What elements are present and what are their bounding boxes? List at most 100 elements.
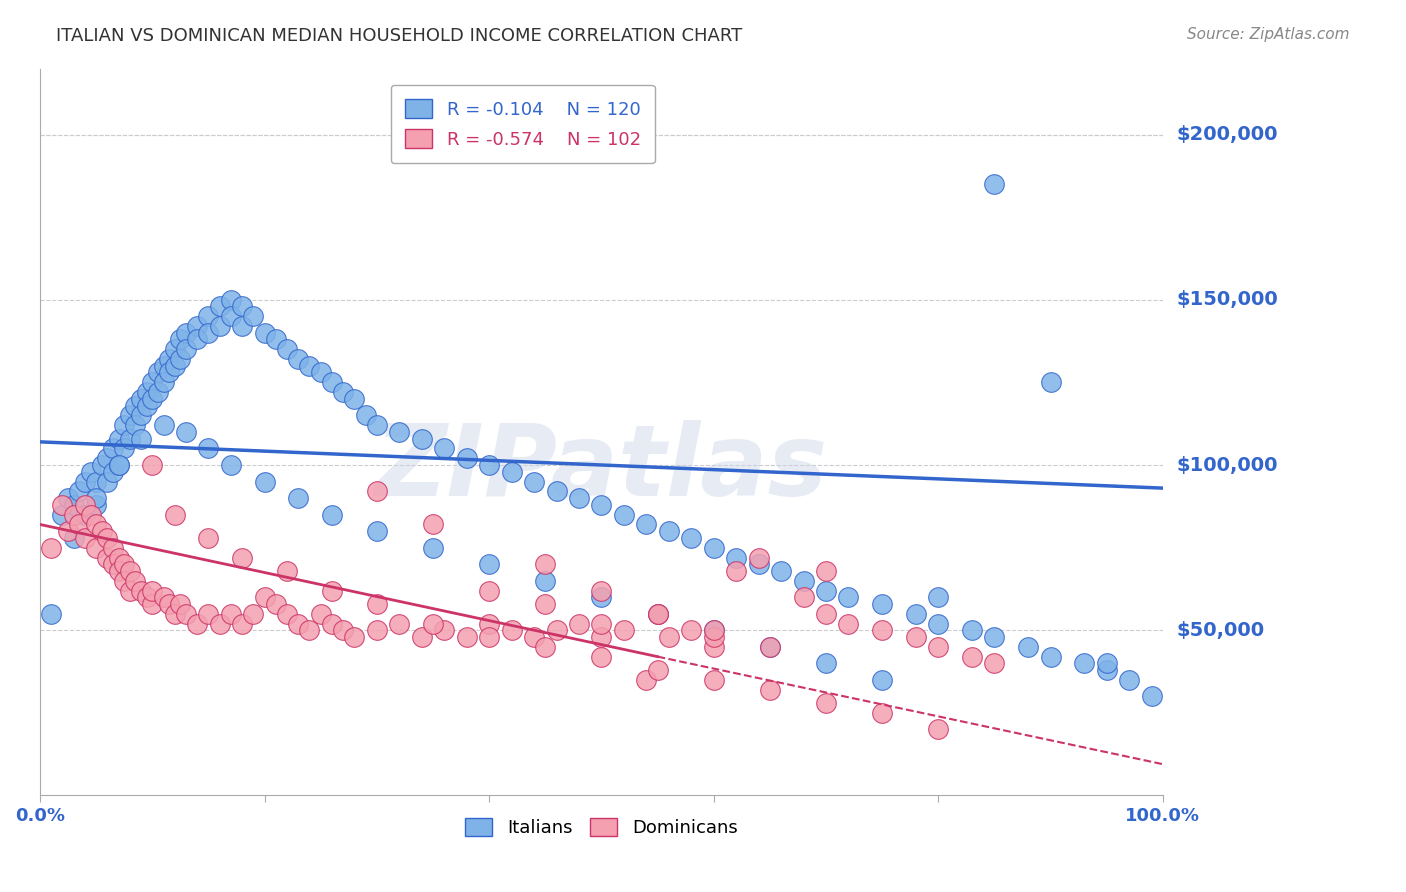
Point [770, 564, 793, 578]
Point [129, 409, 152, 423]
Point [141, 376, 163, 390]
Point [208, 616, 231, 631]
Point [927, 640, 949, 654]
Point [197, 326, 219, 340]
Point [219, 293, 242, 307]
Point [84, 475, 107, 489]
Point [276, 607, 298, 621]
Point [157, 366, 180, 380]
Point [62, 508, 84, 522]
Text: ITALIAN VS DOMINICAN MEDIAN HOUSEHOLD INCOME CORRELATION CHART: ITALIAN VS DOMINICAN MEDIAN HOUSEHOLD IN… [56, 27, 742, 45]
Point [1140, 690, 1163, 704]
Point [478, 616, 501, 631]
Point [141, 392, 163, 406]
Point [647, 607, 669, 621]
Point [534, 640, 557, 654]
Text: $150,000: $150,000 [1177, 290, 1278, 310]
Point [107, 458, 129, 472]
Point [591, 630, 613, 644]
Point [67, 484, 90, 499]
Point [983, 657, 1005, 671]
Point [157, 597, 180, 611]
Point [837, 616, 859, 631]
Point [174, 326, 197, 340]
Point [84, 541, 107, 555]
Point [309, 366, 332, 380]
Point [141, 597, 163, 611]
Point [197, 442, 219, 456]
Point [112, 557, 135, 571]
Point [186, 319, 208, 334]
Point [1095, 663, 1118, 677]
Point [169, 352, 191, 367]
Point [101, 465, 124, 479]
Point [591, 583, 613, 598]
Point [388, 425, 411, 439]
Point [613, 624, 636, 638]
Point [118, 564, 141, 578]
Point [647, 607, 669, 621]
Point [186, 616, 208, 631]
Point [231, 300, 253, 314]
Point [135, 590, 157, 604]
Point [135, 385, 157, 400]
Point [146, 366, 169, 380]
Point [681, 624, 703, 638]
Point [332, 385, 354, 400]
Text: $200,000: $200,000 [1177, 125, 1278, 145]
Point [332, 624, 354, 638]
Point [703, 624, 725, 638]
Point [56, 524, 79, 538]
Point [79, 465, 101, 479]
Point [793, 574, 815, 588]
Point [73, 498, 96, 512]
Point [186, 333, 208, 347]
Point [366, 597, 388, 611]
Point [343, 630, 366, 644]
Point [725, 564, 748, 578]
Point [478, 630, 501, 644]
Point [231, 550, 253, 565]
Point [84, 517, 107, 532]
Point [107, 550, 129, 565]
Point [208, 319, 231, 334]
Point [129, 432, 152, 446]
Point [591, 498, 613, 512]
Point [703, 673, 725, 687]
Point [1017, 640, 1039, 654]
Point [388, 616, 411, 631]
Point [591, 649, 613, 664]
Point [568, 616, 591, 631]
Point [157, 352, 180, 367]
Point [169, 333, 191, 347]
Point [703, 640, 725, 654]
Point [814, 564, 837, 578]
Point [62, 498, 84, 512]
Point [197, 310, 219, 324]
Point [748, 557, 770, 571]
Point [129, 392, 152, 406]
Point [1118, 673, 1140, 687]
Point [321, 583, 343, 598]
Point [107, 432, 129, 446]
Point [814, 583, 837, 598]
Point [73, 508, 96, 522]
Point [870, 624, 893, 638]
Point [287, 616, 309, 631]
Point [146, 385, 169, 400]
Point [118, 432, 141, 446]
Point [725, 550, 748, 565]
Point [759, 640, 782, 654]
Point [118, 409, 141, 423]
Point [546, 484, 568, 499]
Point [219, 310, 242, 324]
Point [478, 458, 501, 472]
Point [124, 418, 146, 433]
Point [433, 442, 456, 456]
Point [174, 343, 197, 357]
Point [1095, 657, 1118, 671]
Point [101, 541, 124, 555]
Point [636, 673, 658, 687]
Point [422, 541, 444, 555]
Point [96, 531, 118, 545]
